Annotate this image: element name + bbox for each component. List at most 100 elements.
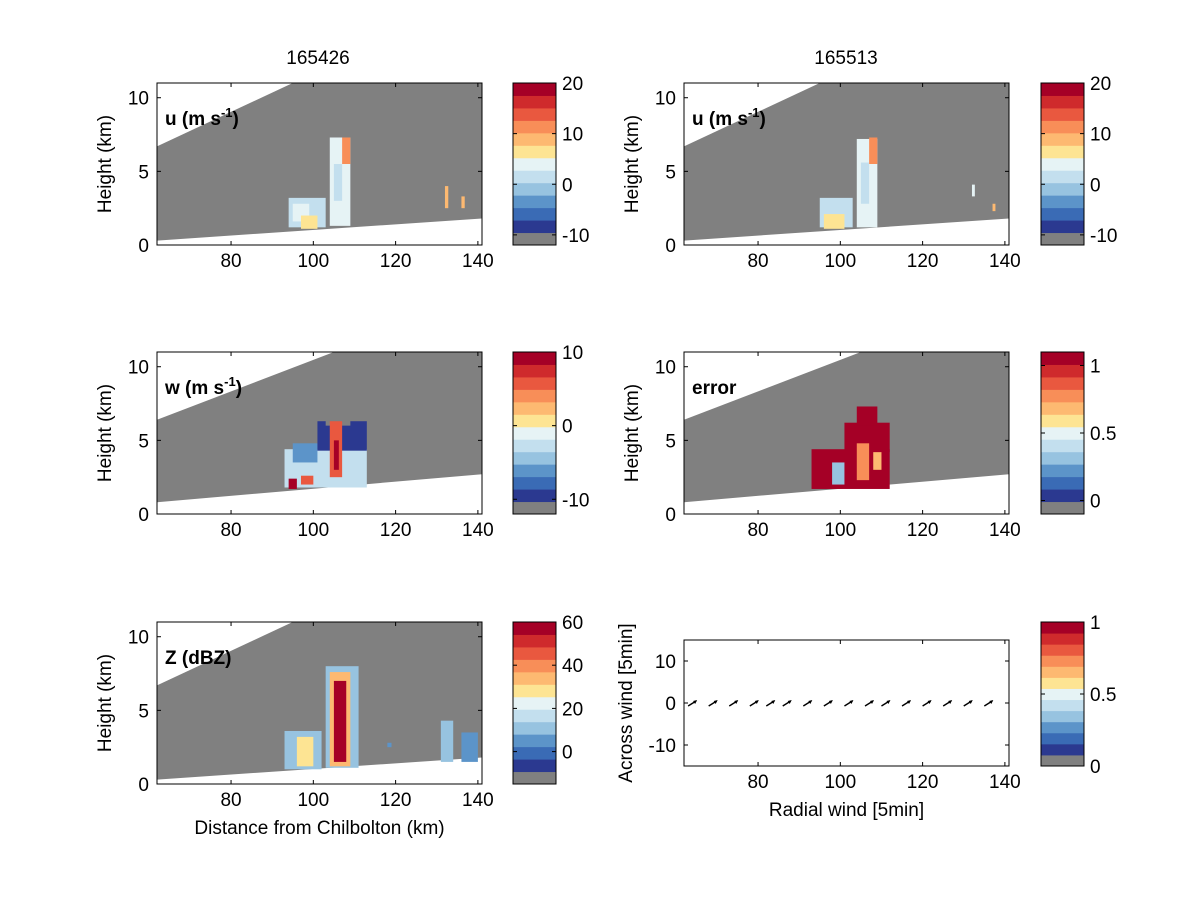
data-cell-2: [300, 215, 318, 229]
colorbar-segment-6: [513, 426, 556, 440]
data-cell-4: [856, 443, 870, 481]
data-cell-8: [300, 475, 314, 485]
data-cell-6: [992, 203, 996, 212]
colorbar-tick-label-1: 0: [1090, 175, 1101, 196]
colorbar-segment-1: [1041, 220, 1084, 234]
colorbar-tick-label-3: 20: [1090, 74, 1111, 95]
data-cell-7: [387, 742, 392, 748]
colorbar-segment-6: [513, 157, 556, 171]
colorbar-segment-3: [513, 464, 556, 478]
colorbar-segment-2: [1041, 732, 1084, 745]
data-cell-7: [461, 196, 465, 209]
colorbar-segment-8: [513, 401, 556, 415]
y-tick-label-1: 0: [665, 694, 676, 715]
colorbar-segment-6: [513, 696, 556, 710]
colorbar-segment-4: [1041, 182, 1084, 196]
colorbar-segment-10: [1041, 376, 1084, 390]
colorbar-tick-label-3: 20: [562, 74, 583, 95]
x-tick-label-1: 100: [824, 520, 856, 541]
wind-arrowhead-8: [849, 700, 854, 704]
panel-variable-label: w (m s-1): [164, 374, 242, 399]
x-tick-label-3: 140: [989, 251, 1021, 272]
axes-frame: [156, 82, 483, 246]
colorbar-segment-3: [1041, 464, 1084, 478]
colorbar-segment-4: [513, 721, 556, 735]
wind-arrowhead-7: [828, 700, 833, 704]
colorbar-segment-12: [1041, 83, 1084, 96]
colorbar-frame: [512, 351, 557, 515]
plot-area: [684, 83, 1009, 245]
colorbar-segment-4: [513, 182, 556, 196]
axes-frame: [156, 621, 483, 785]
beam-region: [684, 83, 1009, 241]
colorbar-tick-label-1: 0.5: [1090, 685, 1116, 706]
wind-arrowhead-5: [787, 700, 792, 704]
wind-arrowhead-10: [886, 700, 891, 704]
wind-arrowhead-6: [808, 700, 813, 704]
colorbar-segment-12: [513, 352, 556, 365]
y-tick-label-2: 10: [128, 89, 149, 110]
colorbar-segment-5: [513, 170, 556, 184]
x-tick-label-3: 140: [989, 772, 1021, 793]
wind-arrowhead-12: [927, 700, 932, 704]
colorbar-segment-10: [513, 107, 556, 121]
y-tick-label-0: -10: [649, 736, 676, 757]
colorbar-segment-9: [1041, 389, 1084, 403]
colorbar-segment-0: [513, 232, 556, 246]
colorbar-segment-1: [513, 220, 556, 234]
panel-variable-label: u (m s-1): [692, 105, 766, 130]
colorbar-segment-7: [513, 684, 556, 698]
colorbar-segment-7: [1041, 414, 1084, 428]
colorbar-segment-1: [1041, 743, 1084, 756]
x-tick-label-1: 100: [824, 772, 856, 793]
data-cell-5: [873, 452, 882, 470]
x-tick-label-3: 140: [462, 251, 494, 272]
colorbar-segment-11: [513, 95, 556, 109]
colorbar-segment-8: [513, 671, 556, 685]
colorbar-segment-7: [1041, 677, 1084, 689]
colorbar-tick-label-2: 40: [562, 656, 583, 677]
colorbar-segment-2: [513, 476, 556, 490]
y-tick-label-0: 0: [138, 236, 149, 257]
colorbar-tick-label-0: 0: [1090, 492, 1101, 513]
colorbar-segment-10: [1041, 107, 1084, 121]
colorbar-tick-label-1: 0: [562, 417, 573, 438]
colorbar-segment-7: [513, 414, 556, 428]
colorbar-segment-2: [1041, 476, 1084, 490]
wind-arrowhead-15: [989, 700, 994, 704]
y-axis-label: Height (km): [622, 384, 643, 482]
x-tick-label-0: 80: [747, 251, 768, 272]
data-cell-1: [296, 736, 314, 767]
colorbar-frame: [512, 621, 557, 785]
data-cell-4: [869, 137, 878, 164]
data-cell-5: [440, 720, 454, 762]
colorbar-tick-label-2: 10: [562, 343, 583, 364]
panel-top-right: 80 100 120 140 0 5 10 Height (km) u (m s-1) -10 0 1…: [622, 74, 1117, 272]
x-tick-label-3: 140: [462, 790, 494, 811]
colorbar-segment-0: [1041, 501, 1084, 515]
y-tick-label-2: 10: [655, 358, 676, 379]
x-tick-label-2: 120: [907, 251, 939, 272]
colorbar-segment-5: [513, 709, 556, 723]
data-cell-5: [971, 184, 975, 197]
colorbar-segment-11: [513, 364, 556, 378]
wind-arrowhead-11: [907, 700, 912, 704]
x-tick-label-0: 80: [220, 520, 241, 541]
panel-bottom-left: 80 100 120 140 0 5 10 Height (km) Distance from …: [95, 613, 583, 839]
x-tick-label-0: 80: [747, 520, 768, 541]
colorbar-segment-0: [513, 501, 556, 515]
colorbar-tick-label-2: 10: [562, 125, 583, 146]
panel-variable-label: Z (dBZ): [165, 648, 231, 669]
data-cell-4: [333, 164, 343, 201]
colorbar-segment-4: [1041, 451, 1084, 465]
data-cell-1: [823, 214, 845, 229]
colorbar-segment-9: [513, 389, 556, 403]
wind-arrowhead-13: [948, 700, 953, 704]
y-tick-label-0: 0: [665, 236, 676, 257]
column-title-right: 165513: [814, 48, 877, 69]
plot-area: [684, 640, 1009, 766]
colorbar-tick-label-1: 0.5: [1090, 424, 1116, 445]
panel-top-left: 80 100 120 140 0 5 10 Height (km) u (m s-1) -10 0 1…: [95, 74, 589, 272]
x-tick-label-0: 80: [220, 790, 241, 811]
